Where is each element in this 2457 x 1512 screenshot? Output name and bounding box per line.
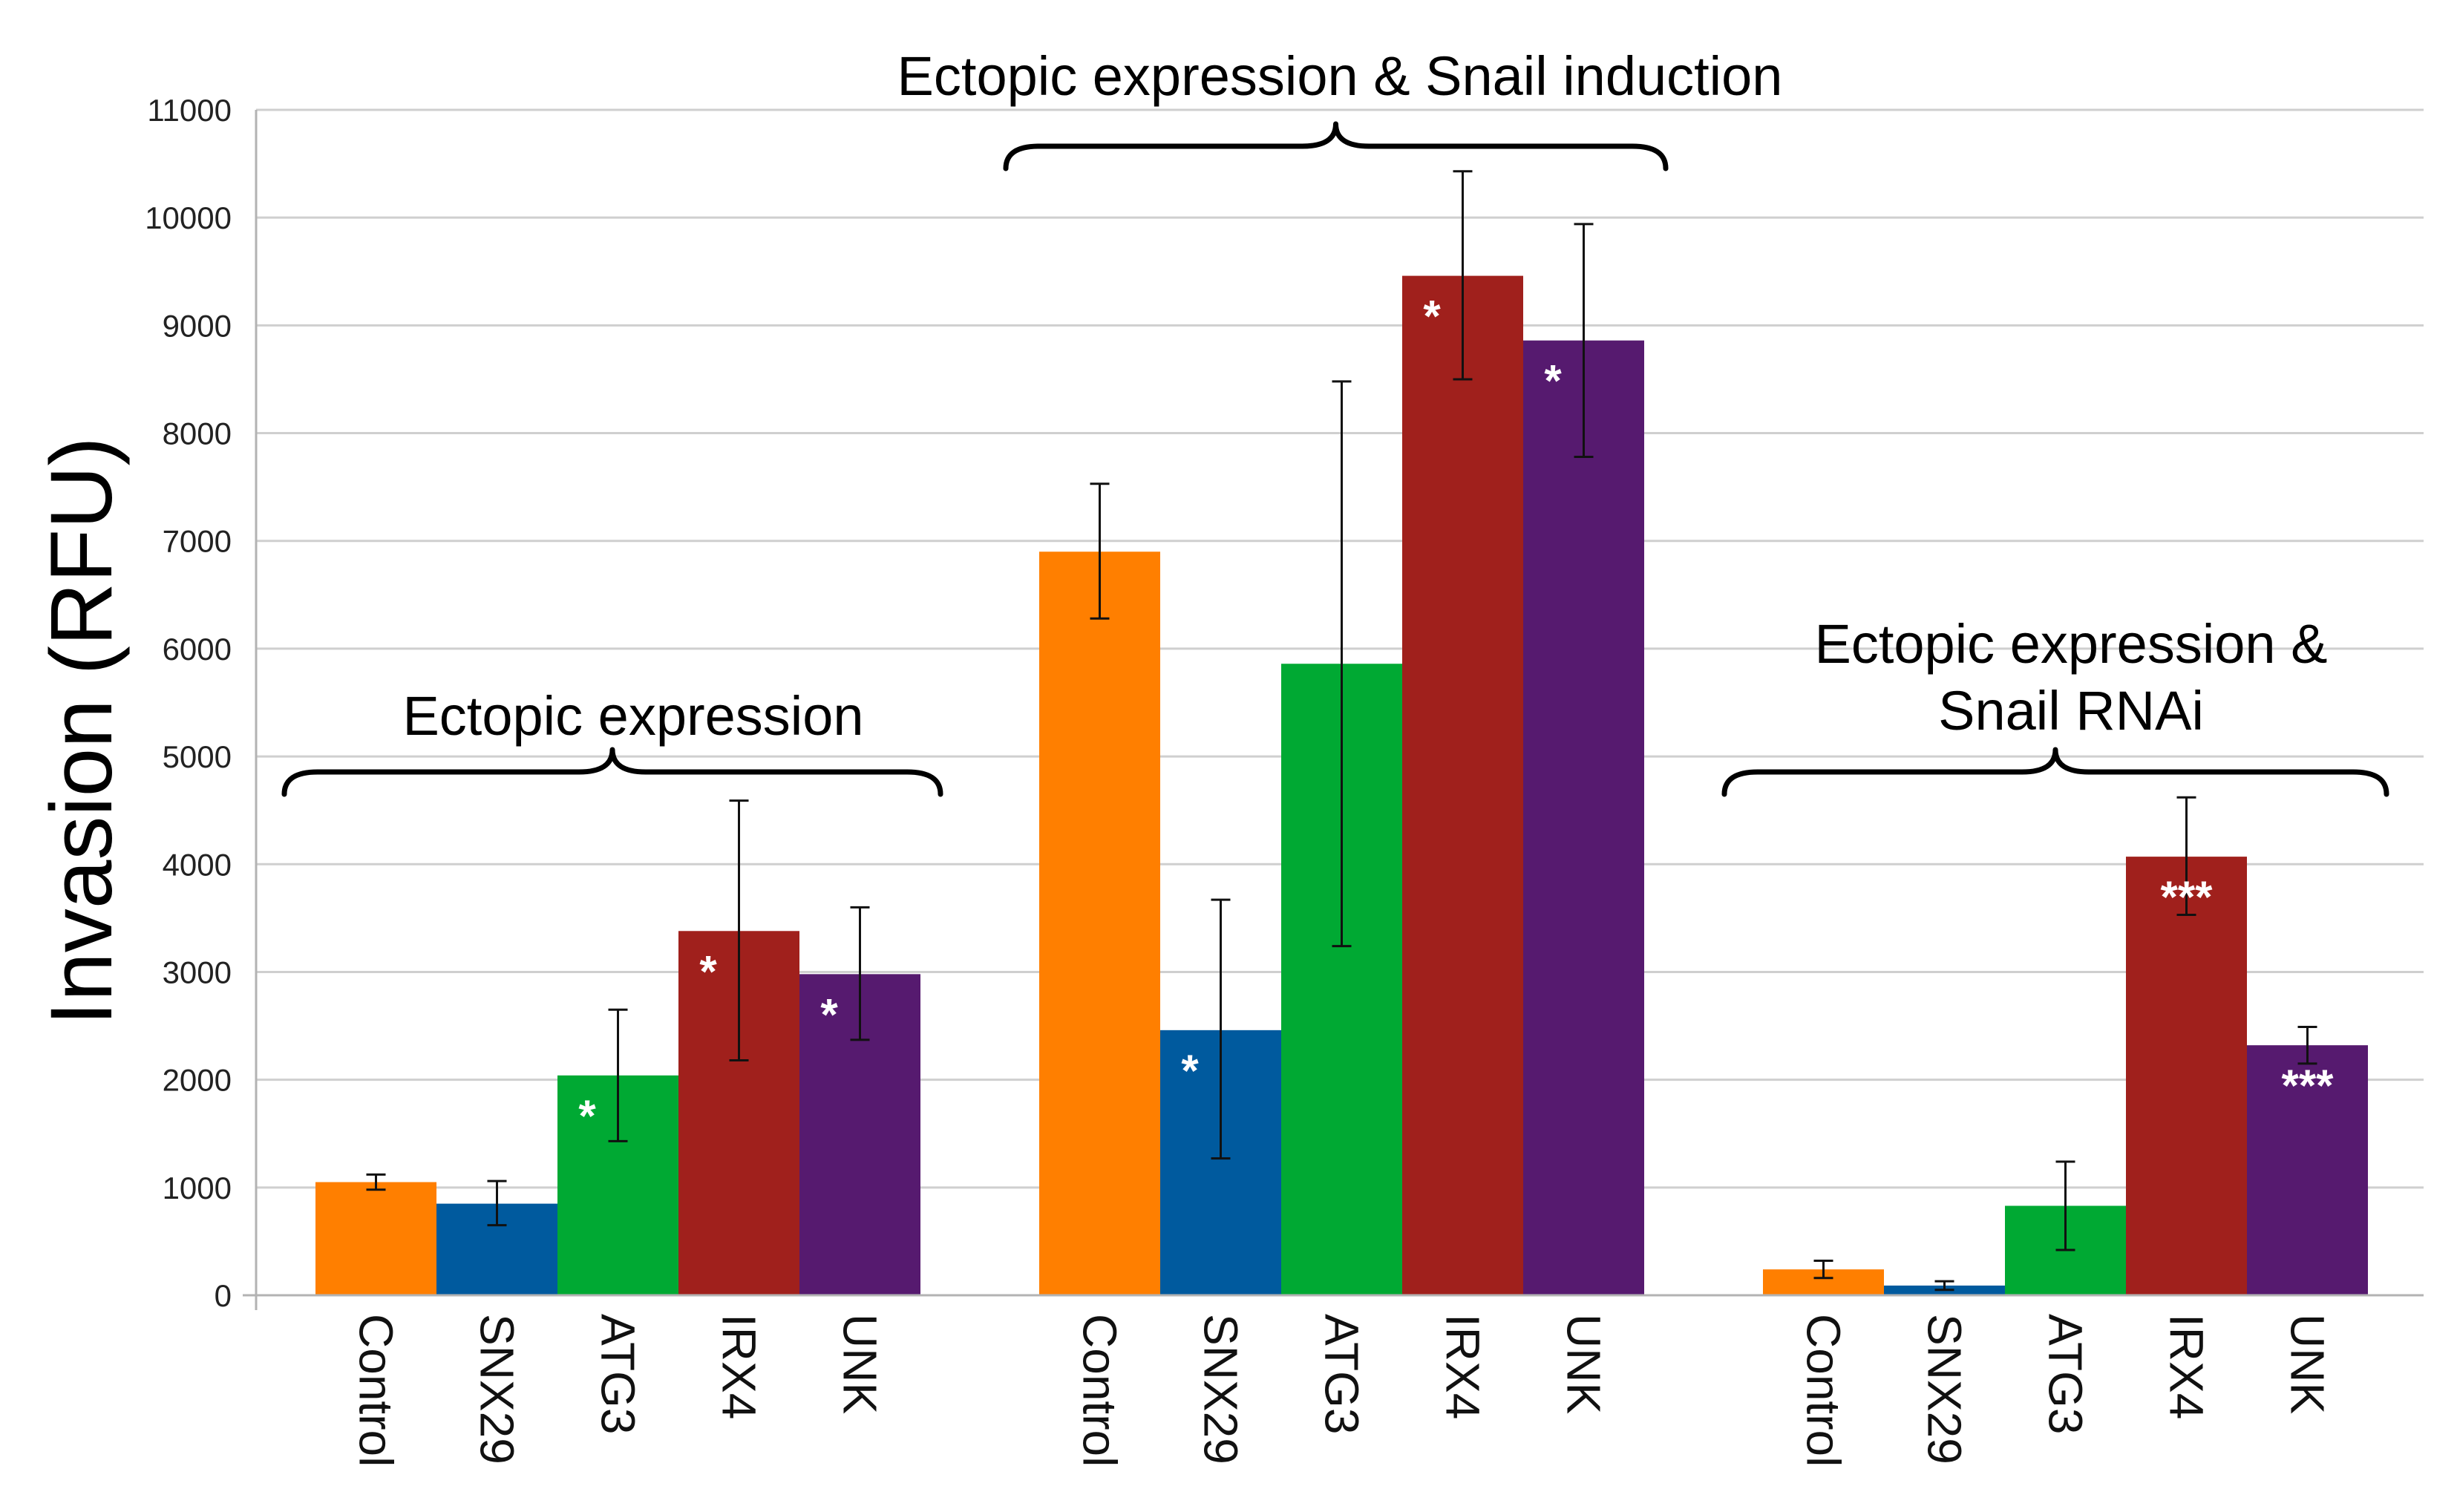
group-brace — [281, 747, 943, 797]
x-tick-label: ATG3 — [2039, 1314, 2093, 1434]
group-title: Ectopic expression & Snail induction — [897, 45, 1783, 107]
significance-marker: * — [699, 946, 717, 996]
y-tick-label: 0 — [215, 1278, 232, 1313]
y-tick-label: 1000 — [163, 1171, 232, 1205]
bar-unk — [1523, 340, 1644, 1295]
bar-control — [1039, 552, 1160, 1295]
significance-marker: *** — [2160, 872, 2213, 922]
x-tick-label: ATG3 — [1315, 1314, 1369, 1434]
group-brace — [1721, 747, 2389, 797]
y-tick-label: 11000 — [147, 93, 232, 128]
significance-marker: * — [1181, 1046, 1199, 1096]
y-tick-label: 6000 — [163, 632, 232, 667]
x-tick-label: IRX4 — [713, 1314, 766, 1419]
bar-control — [315, 1182, 436, 1295]
y-tick-label: 7000 — [163, 524, 232, 559]
x-tick-label: SNX29 — [1194, 1314, 1248, 1464]
group-brace — [1003, 121, 1669, 171]
y-tick-label: 9000 — [163, 308, 232, 343]
x-tick-label: Control — [1073, 1314, 1127, 1467]
significance-marker: *** — [2281, 1061, 2334, 1110]
axes — [243, 110, 2424, 1310]
x-tick-label: SNX29 — [471, 1314, 524, 1464]
y-tick-label: 2000 — [163, 1063, 232, 1098]
group-title-line: Snail RNAi — [1938, 680, 2204, 742]
y-tick-label: 5000 — [163, 739, 232, 774]
bar-unk — [2247, 1045, 2368, 1295]
labels: 0 1000 2000 3000 4000 5000 6000 7000 8000 9000 100… — [145, 45, 2389, 1467]
group-title-line: Ectopic expression & — [1814, 613, 2327, 675]
significance-marker: * — [578, 1091, 596, 1141]
significance-marker: * — [820, 989, 838, 1039]
y-tick-label: 10000 — [145, 200, 232, 235]
x-tick-label: UNK — [2281, 1314, 2335, 1414]
significance-marker: * — [1423, 292, 1441, 341]
x-tick-label: UNK — [1557, 1314, 1611, 1414]
group-title: Ectopic expression — [402, 685, 863, 747]
y-axis-label: Invasion (RFU) — [33, 436, 131, 1025]
significance-marker: * — [1544, 356, 1562, 406]
bar-irx4 — [2126, 857, 2247, 1295]
x-tick-label: UNK — [834, 1314, 887, 1414]
x-tick-label: SNX29 — [1918, 1314, 1972, 1464]
x-tick-label: Control — [1797, 1314, 1851, 1467]
bar-irx4 — [1402, 275, 1523, 1296]
x-tick-label: IRX4 — [1436, 1314, 1490, 1419]
y-tick-label: 8000 — [163, 416, 232, 451]
bars — [315, 170, 2368, 1296]
x-tick-label: ATG3 — [592, 1314, 645, 1434]
x-tick-label: IRX4 — [2160, 1314, 2214, 1419]
y-tick-label: 4000 — [163, 847, 232, 882]
y-tick-label: 3000 — [163, 955, 232, 989]
x-tick-label: Control — [350, 1314, 403, 1467]
